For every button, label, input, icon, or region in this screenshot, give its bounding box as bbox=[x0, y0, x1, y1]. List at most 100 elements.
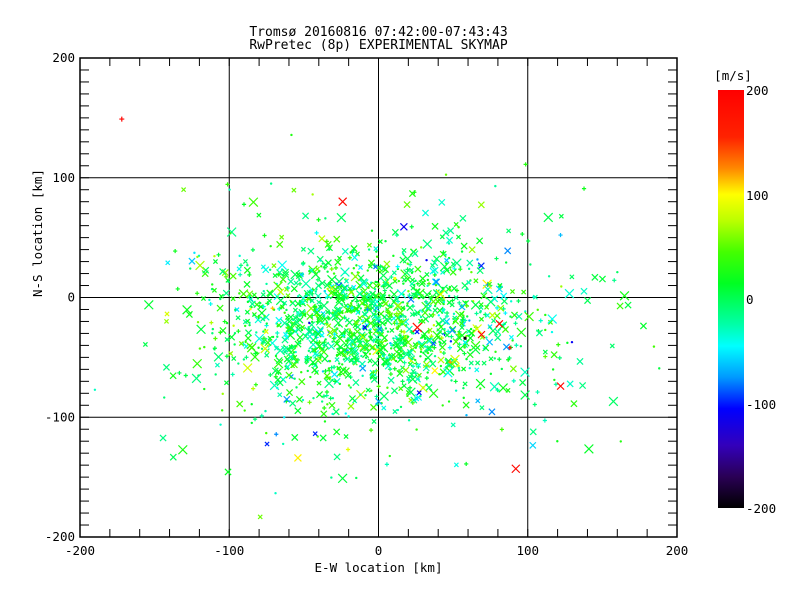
data-point bbox=[325, 321, 329, 324]
data-point bbox=[243, 280, 251, 288]
data-point bbox=[274, 376, 282, 384]
data-point bbox=[449, 266, 452, 269]
data-point bbox=[277, 260, 288, 270]
data-point bbox=[355, 476, 358, 480]
data-point bbox=[520, 367, 530, 377]
data-point bbox=[208, 301, 213, 307]
data-point bbox=[323, 368, 328, 374]
data-point bbox=[331, 311, 334, 315]
data-point bbox=[344, 412, 347, 415]
data-point bbox=[386, 386, 389, 389]
data-point bbox=[485, 336, 488, 339]
data-point bbox=[470, 340, 481, 351]
data-point bbox=[373, 328, 377, 331]
data-point bbox=[264, 339, 272, 347]
data-point bbox=[425, 258, 428, 262]
data-point bbox=[410, 277, 416, 283]
data-point bbox=[341, 363, 344, 366]
data-point bbox=[414, 265, 422, 273]
data-point bbox=[300, 371, 303, 374]
data-point bbox=[371, 370, 376, 375]
data-point bbox=[446, 329, 451, 334]
data-point bbox=[397, 356, 402, 361]
data-point bbox=[329, 335, 332, 338]
data-point bbox=[465, 413, 468, 417]
data-point bbox=[356, 344, 361, 349]
data-point bbox=[332, 332, 337, 337]
data-point bbox=[359, 364, 367, 372]
data-point bbox=[543, 354, 548, 359]
data-point bbox=[242, 363, 253, 373]
data-point bbox=[368, 331, 372, 335]
data-point bbox=[246, 342, 254, 350]
data-point bbox=[337, 346, 342, 351]
data-point bbox=[276, 322, 282, 328]
data-point bbox=[267, 335, 273, 341]
data-point bbox=[498, 383, 508, 393]
data-point bbox=[318, 279, 326, 287]
data-point bbox=[462, 386, 465, 390]
data-point bbox=[378, 283, 381, 287]
data-point bbox=[296, 294, 300, 298]
data-point bbox=[382, 288, 387, 293]
data-point bbox=[272, 308, 276, 312]
data-point bbox=[484, 312, 491, 318]
data-point bbox=[364, 317, 370, 323]
data-point bbox=[334, 357, 340, 363]
data-point bbox=[212, 259, 218, 265]
data-point bbox=[271, 335, 275, 339]
data-point bbox=[362, 351, 370, 359]
data-point bbox=[242, 358, 246, 361]
data-point bbox=[409, 224, 414, 229]
data-point bbox=[409, 312, 415, 318]
data-point bbox=[311, 193, 314, 196]
data-point bbox=[274, 354, 278, 358]
data-point bbox=[381, 334, 389, 342]
data-point bbox=[320, 400, 324, 403]
data-point bbox=[260, 292, 266, 298]
data-point bbox=[318, 346, 326, 354]
data-point bbox=[343, 278, 349, 284]
data-point bbox=[412, 190, 417, 195]
data-point bbox=[277, 392, 283, 398]
data-point bbox=[275, 330, 280, 336]
data-point bbox=[464, 303, 469, 308]
data-point bbox=[269, 182, 273, 185]
data-point bbox=[338, 197, 348, 207]
data-point bbox=[481, 360, 487, 366]
data-point bbox=[419, 246, 423, 249]
data-point bbox=[264, 409, 267, 413]
data-point bbox=[443, 331, 447, 335]
data-point bbox=[437, 356, 445, 364]
data-point bbox=[362, 324, 368, 330]
data-point bbox=[538, 318, 543, 323]
data-point bbox=[238, 272, 243, 277]
data-point bbox=[338, 309, 342, 312]
data-point bbox=[438, 284, 448, 295]
data-point bbox=[323, 372, 331, 380]
data-point bbox=[211, 287, 217, 293]
data-point bbox=[162, 363, 170, 371]
data-point bbox=[283, 416, 286, 419]
data-point bbox=[429, 334, 434, 339]
data-point bbox=[252, 313, 255, 317]
data-point bbox=[332, 408, 340, 416]
data-point bbox=[300, 246, 306, 252]
data-point bbox=[243, 266, 251, 274]
data-point bbox=[371, 418, 377, 424]
data-point bbox=[406, 302, 409, 305]
data-point bbox=[288, 374, 294, 380]
data-point bbox=[542, 418, 547, 423]
data-point bbox=[469, 327, 473, 331]
data-point bbox=[353, 356, 358, 362]
data-point bbox=[369, 328, 372, 331]
data-point bbox=[429, 267, 437, 275]
data-point bbox=[316, 255, 324, 263]
colorbar-tick-label: 100 bbox=[746, 187, 769, 203]
data-point bbox=[323, 281, 331, 289]
data-point bbox=[296, 333, 304, 341]
data-point bbox=[331, 340, 334, 343]
colorbar-unit-label: [m/s] bbox=[714, 68, 752, 83]
data-point bbox=[550, 330, 554, 334]
colorbar-tick-label: 200 bbox=[746, 83, 769, 98]
